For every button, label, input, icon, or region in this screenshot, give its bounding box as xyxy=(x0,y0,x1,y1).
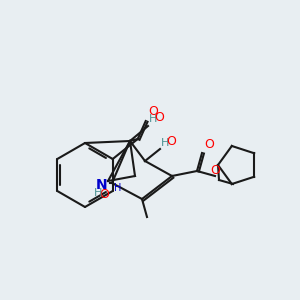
Text: O: O xyxy=(154,111,164,124)
Text: H: H xyxy=(161,138,170,148)
Text: O: O xyxy=(204,138,214,151)
Text: N: N xyxy=(95,178,107,192)
Text: O: O xyxy=(149,105,159,118)
Text: H: H xyxy=(149,114,158,124)
Text: O: O xyxy=(210,164,220,177)
Text: H: H xyxy=(94,188,102,198)
Text: O: O xyxy=(166,135,176,148)
Text: H: H xyxy=(114,183,122,193)
Text: O: O xyxy=(99,188,109,201)
